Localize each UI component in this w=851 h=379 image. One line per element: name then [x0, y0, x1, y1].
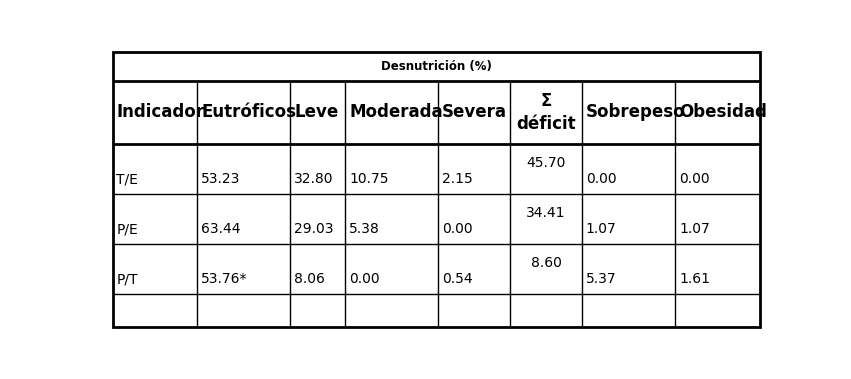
Text: Sobrepeso: Sobrepeso — [586, 103, 686, 122]
Text: P/T: P/T — [117, 273, 138, 287]
Text: 32.80: 32.80 — [294, 172, 334, 186]
Text: 0.00: 0.00 — [586, 172, 617, 186]
Text: 1.61: 1.61 — [679, 273, 710, 287]
Text: 1.07: 1.07 — [586, 222, 617, 236]
Text: Indicador: Indicador — [117, 103, 204, 122]
Text: 5.37: 5.37 — [586, 273, 617, 287]
Text: 0.54: 0.54 — [443, 273, 473, 287]
Text: 29.03: 29.03 — [294, 222, 334, 236]
Text: 0.00: 0.00 — [349, 273, 380, 287]
Text: Σ
déficit: Σ déficit — [517, 92, 576, 133]
Text: 5.38: 5.38 — [349, 222, 380, 236]
Text: T/E: T/E — [117, 172, 139, 186]
Text: Leve: Leve — [294, 103, 339, 122]
Text: 2.15: 2.15 — [443, 172, 473, 186]
Text: 53.76*: 53.76* — [201, 273, 248, 287]
Text: 0.00: 0.00 — [443, 222, 473, 236]
Text: 8.06: 8.06 — [294, 273, 325, 287]
Text: 63.44: 63.44 — [201, 222, 241, 236]
Text: Eutróficos: Eutróficos — [201, 103, 296, 122]
Text: 45.70: 45.70 — [527, 156, 566, 169]
Text: Severa: Severa — [443, 103, 507, 122]
Text: Desnutrición (%): Desnutrición (%) — [380, 60, 492, 73]
Text: 8.60: 8.60 — [531, 256, 562, 270]
Text: Obesidad: Obesidad — [679, 103, 767, 122]
Text: 10.75: 10.75 — [349, 172, 389, 186]
Text: P/E: P/E — [117, 222, 138, 236]
Text: Moderada: Moderada — [349, 103, 443, 122]
Text: 1.07: 1.07 — [679, 222, 710, 236]
Text: 0.00: 0.00 — [679, 172, 710, 186]
Text: 53.23: 53.23 — [201, 172, 241, 186]
Text: 34.41: 34.41 — [527, 206, 566, 220]
